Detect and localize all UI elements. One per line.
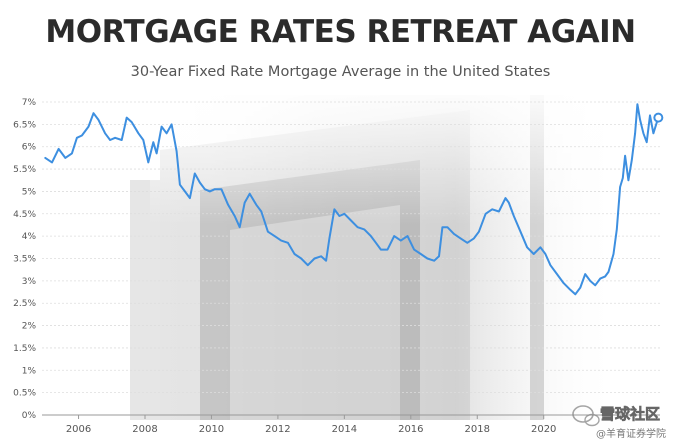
x-tick-label: 2008 (132, 424, 157, 435)
x-axis: 2006 2008 2010 2012 2014 2016 2018 2020 (42, 414, 660, 435)
y-tick-label: 3% (22, 277, 37, 287)
x-tick-label: 2016 (398, 424, 423, 435)
chart-subtitle: 30-Year Fixed Rate Mortgage Average in t… (130, 64, 551, 80)
y-tick-label: 2% (22, 322, 37, 332)
x-tick-label: 2012 (265, 424, 290, 435)
watermark-handle: @羊育证券学院 (596, 427, 666, 440)
x-tick-label: 2010 (199, 424, 224, 435)
watermark-title: 雪球社区 (600, 405, 660, 423)
y-tick-label: 0% (22, 411, 37, 421)
y-tick-label: 0.5% (13, 389, 36, 399)
y-tick-label: 5.5% (13, 165, 36, 175)
last-point-marker (653, 112, 664, 123)
y-tick-label: 1.5% (13, 344, 36, 354)
grid-lines (42, 101, 660, 416)
y-tick-label: 3.5% (13, 255, 36, 265)
y-tick-label: 4% (22, 232, 37, 242)
y-tick-label: 4.5% (13, 210, 36, 220)
y-tick-label: 5% (22, 187, 37, 197)
y-tick-label: 6% (22, 143, 37, 153)
y-tick-label: 6.5% (13, 120, 36, 130)
watermark: 雪球社区 @羊育证券学院 (572, 405, 666, 440)
y-tick-label: 2.5% (13, 299, 36, 309)
background-for-sale-sign-image (130, 95, 620, 420)
x-tick-label: 2006 (66, 424, 91, 435)
x-tick-label: 2018 (465, 424, 490, 435)
y-tick-label: 7% (22, 98, 37, 108)
x-tick-label: 2014 (332, 424, 357, 435)
chat-bubble-icon (572, 405, 600, 427)
series-line (44, 103, 660, 296)
y-tick-label: 1% (22, 366, 37, 376)
y-axis: 0% 0.5% 1% 1.5% 2% 2.5% 3% 3.5% 4% 4.5% 5% 5.5% 6% 6.… (13, 98, 36, 421)
x-tick-label: 2020 (531, 424, 556, 435)
series-layer (44, 103, 664, 296)
chart-title: MORTGAGE RATES RETREAT AGAIN (45, 14, 636, 50)
